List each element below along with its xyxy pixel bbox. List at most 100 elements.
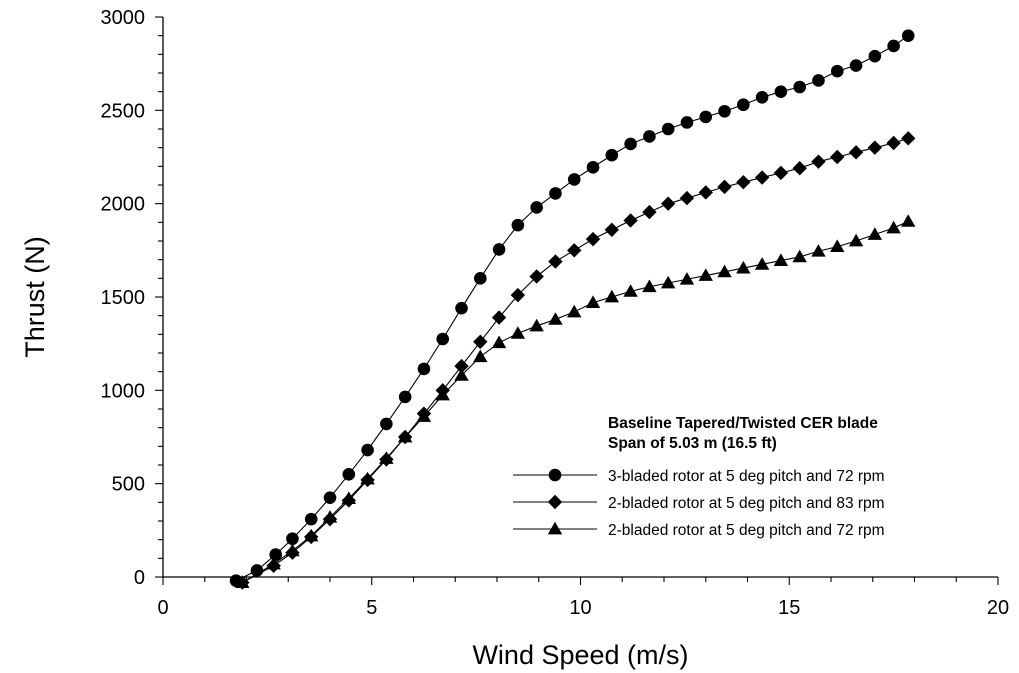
legend: Baseline Tapered/Twisted CER blade Span … [513, 415, 885, 539]
data-point [530, 201, 543, 214]
x-axis-title: Wind Speed (m/s) [472, 640, 688, 670]
data-point [774, 85, 788, 98]
series-diamond [235, 131, 916, 590]
data-point [811, 244, 826, 257]
data-point [380, 417, 393, 431]
data-point [491, 335, 507, 349]
data-point [642, 279, 657, 293]
data-point [736, 260, 751, 274]
data-point [830, 64, 844, 78]
data-point [699, 110, 713, 124]
data-point [567, 304, 582, 318]
data-point [773, 253, 789, 266]
plot-frame [162, 17, 998, 578]
data-point [416, 409, 432, 422]
data-point [660, 196, 676, 211]
data-point [269, 548, 283, 561]
data-point [235, 575, 250, 588]
data-point [623, 213, 638, 228]
data-point [492, 243, 506, 256]
data-point [793, 80, 806, 94]
data-point [698, 268, 713, 281]
data-point [398, 390, 412, 404]
data-point [529, 269, 544, 284]
data-point [510, 326, 526, 339]
data-point [604, 289, 620, 303]
legend-title-line-2: Span of 5.03 m (16.5 ft) [608, 435, 777, 452]
data-point [755, 90, 769, 104]
legend-marker [548, 468, 562, 482]
data-point [718, 104, 731, 118]
y-tick-label: 0 [134, 567, 145, 589]
data-point [830, 239, 845, 252]
data-point [849, 59, 863, 72]
data-point [454, 358, 469, 374]
data-point [605, 148, 619, 162]
data-point [792, 249, 807, 263]
data-point [698, 185, 713, 200]
data-point [901, 29, 915, 42]
data-point [773, 165, 789, 181]
data-point [737, 98, 750, 112]
data-point [342, 468, 356, 481]
data-point [473, 334, 488, 349]
data-point [455, 301, 468, 315]
x-axis: 0 5 10 15 20 [157, 577, 1009, 619]
data-point [473, 349, 488, 363]
data-point [886, 220, 901, 234]
legend-marker [547, 494, 563, 510]
data-point [679, 272, 695, 285]
data-point [901, 214, 916, 227]
series-circle [229, 29, 915, 588]
data-point [901, 131, 916, 146]
data-point [586, 160, 600, 174]
data-point [361, 443, 374, 457]
data-point [642, 204, 657, 220]
data-point [868, 49, 882, 63]
data-point [867, 140, 883, 155]
data-point [304, 512, 318, 526]
data-point [717, 179, 732, 195]
data-point [660, 275, 676, 289]
x-tick-label: 20 [987, 597, 1009, 619]
data-point [624, 137, 637, 151]
data-point [548, 312, 563, 325]
data-point [436, 332, 450, 346]
data-point [661, 122, 675, 136]
data-point [529, 318, 544, 332]
data-point [454, 368, 469, 381]
y-axis-title: Thrust (N) [20, 236, 50, 358]
legend-item: 3-bladed rotor at 5 deg pitch and 72 rpm [513, 468, 885, 485]
legend-marker [547, 521, 563, 535]
data-point [623, 284, 638, 297]
y-tick-label: 2500 [101, 100, 146, 122]
x-tick-label: 15 [778, 597, 800, 619]
data-point [811, 154, 826, 169]
legend-label: 2-bladed rotor at 5 deg pitch and 83 rpm [608, 495, 885, 512]
data-point [886, 135, 901, 151]
data-point [830, 149, 845, 165]
data-point [341, 491, 356, 504]
legend-item: 2-bladed rotor at 5 deg pitch and 72 rpm [513, 521, 885, 539]
data-point [604, 222, 620, 237]
series-group [229, 29, 916, 590]
legend-label: 3-bladed rotor at 5 deg pitch and 72 rpm [608, 468, 885, 485]
y-axis: 0 500 1000 1500 2000 2500 3000 [101, 7, 163, 589]
data-point [585, 295, 601, 308]
legend-label: 2-bladed rotor at 5 deg pitch and 72 rpm [608, 522, 885, 539]
data-point [435, 387, 450, 401]
y-tick-label: 2000 [101, 194, 146, 216]
data-point [285, 543, 300, 557]
data-point [266, 556, 281, 570]
data-point [567, 243, 582, 258]
series-triangle [235, 214, 916, 588]
data-point [754, 257, 770, 270]
y-tick-label: 3000 [101, 7, 146, 29]
y-tick-label: 500 [112, 474, 145, 496]
x-tick-label: 10 [569, 597, 591, 619]
data-point [491, 310, 507, 325]
legend-item: 2-bladed rotor at 5 deg pitch and 83 rpm [513, 494, 885, 512]
data-point [887, 39, 900, 53]
data-point [379, 451, 394, 464]
